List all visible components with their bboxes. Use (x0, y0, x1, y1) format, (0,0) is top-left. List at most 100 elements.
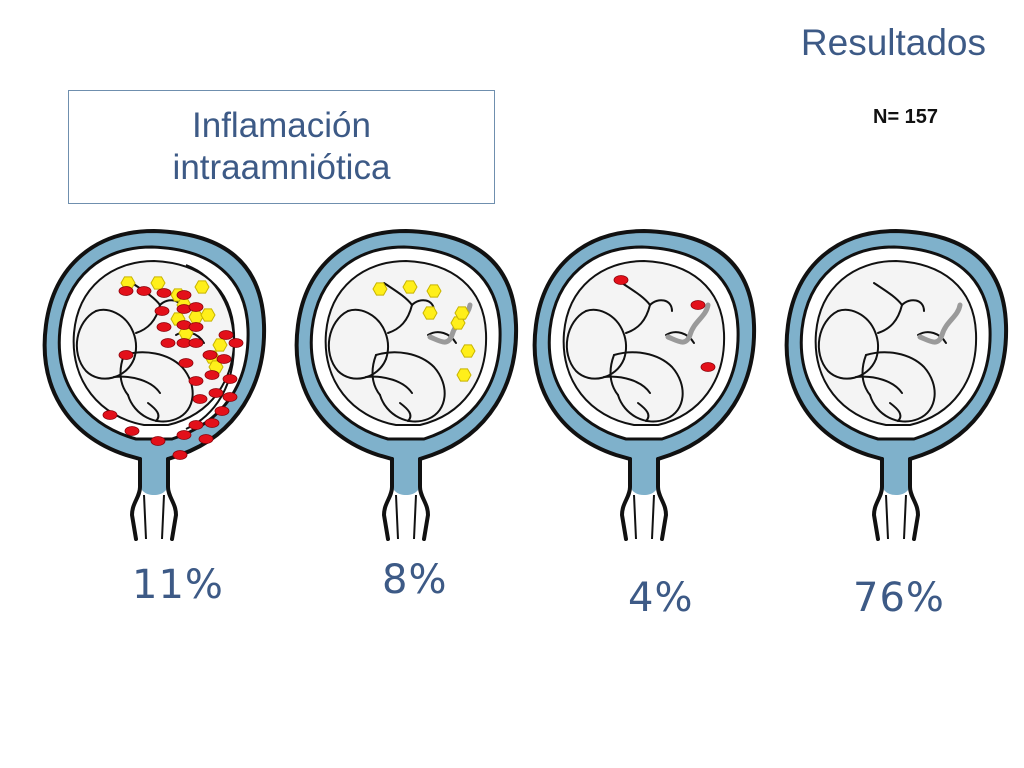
fetus-stroke-7 (365, 375, 413, 394)
fetus-stroke-5 (865, 351, 936, 423)
red-marker-25 (214, 406, 230, 416)
yellow-marker-8 (454, 306, 470, 320)
cervix-outline (871, 457, 921, 541)
cervix-fill (140, 459, 168, 495)
fetus-stroke-4 (625, 304, 651, 334)
uterus-body (532, 229, 757, 541)
cervix-fill (392, 459, 420, 495)
amniotic-sac (562, 259, 726, 426)
amniotic-sac (324, 259, 488, 426)
yellow-marker-2 (402, 280, 418, 294)
red-marker-23 (222, 392, 238, 402)
red-marker-24 (192, 394, 208, 404)
red-marker-14 (218, 330, 234, 340)
red-marker-18 (204, 370, 220, 380)
uterus-body (42, 229, 267, 541)
percent-label-2: 8% (382, 557, 448, 603)
fetus-stroke-4 (877, 304, 903, 334)
slide-heading: Resultados (800, 22, 986, 63)
red-marker-9 (156, 322, 172, 332)
red-marker-29 (198, 434, 214, 444)
fetus-stroke-7 (603, 375, 651, 394)
umbilical-cord (917, 302, 963, 345)
red-marker-17 (178, 358, 194, 368)
yellow-marker-1 (372, 282, 388, 296)
red-marker-2 (136, 286, 152, 296)
red-marker-28 (176, 430, 192, 440)
fetus-stroke-7 (113, 375, 161, 394)
yellow-marker-4 (422, 306, 438, 320)
red-marker-4 (176, 290, 192, 300)
fetus-stroke-5 (375, 351, 446, 423)
uterus-body (294, 229, 519, 541)
red-marker-22 (208, 388, 224, 398)
red-marker-7 (188, 302, 204, 312)
uterus-diagram-3 (532, 229, 757, 541)
sample-size-label: N= 157 (873, 106, 939, 128)
red-marker-10 (188, 322, 204, 332)
fetus-stroke-9 (665, 331, 695, 344)
fetus-stroke-2 (837, 308, 879, 360)
red-marker-27 (188, 420, 204, 430)
cervical-canal (143, 494, 165, 540)
fetus-stroke-8 (147, 402, 160, 422)
fetus-outline (566, 282, 695, 423)
uterus-diagram-1 (42, 229, 267, 541)
yellow-marker-3 (426, 284, 442, 298)
red-marker-2 (690, 300, 706, 310)
title-box: Inflamación intraamniótica (68, 90, 495, 204)
fetus-stroke-2 (585, 308, 627, 360)
amniotic-sac (814, 259, 978, 426)
yellow-marker-2 (150, 276, 166, 290)
fetus-stroke-4 (387, 304, 413, 334)
percent-label-1: 11% (132, 562, 224, 608)
uterus-diagram-2 (294, 229, 519, 541)
yellow-marker-7 (200, 308, 216, 322)
fetus-stroke-1 (328, 310, 387, 380)
fetus-stroke-8 (637, 402, 650, 422)
red-marker-12 (188, 338, 204, 348)
fetus-stroke-2 (347, 308, 389, 360)
fetus-stroke-7 (855, 375, 903, 394)
uterus-diagram-4 (784, 229, 1009, 541)
cervix-fill (630, 459, 658, 495)
fetus-stroke-8 (399, 402, 412, 422)
fetus-stroke-1 (76, 310, 135, 380)
title-line-1: Inflamación (192, 106, 371, 145)
red-marker-1 (613, 275, 629, 285)
red-marker-16 (216, 354, 232, 364)
fetus-outline (818, 282, 947, 423)
red-marker-21 (118, 350, 134, 360)
red-marker-15 (202, 350, 218, 360)
red-marker-13 (160, 338, 176, 348)
fetus-stroke-2 (95, 308, 137, 360)
title-line-2: intraamniótica (172, 148, 391, 187)
fetus-stroke-8 (889, 402, 902, 422)
red-marker-34 (228, 338, 244, 348)
red-marker-31 (124, 426, 140, 436)
cervical-canal (395, 494, 417, 540)
yellow-marker-6 (460, 344, 476, 358)
fetus-stroke-5 (613, 351, 684, 423)
red-marker-30 (102, 410, 118, 420)
fetus-stroke-9 (427, 331, 457, 344)
yellow-marker-10 (212, 338, 228, 352)
umbilical-cord (665, 302, 711, 345)
red-marker-19 (222, 374, 238, 384)
cervix-outline (619, 457, 669, 541)
yellow-marker-7 (456, 368, 472, 382)
red-marker-6 (154, 306, 170, 316)
fetus-stroke-1 (818, 310, 877, 380)
cervical-canal (633, 494, 655, 540)
uterus-body (784, 229, 1009, 541)
fetus-stroke-1 (566, 310, 625, 380)
fetus-outline (328, 282, 457, 423)
red-marker-32 (150, 436, 166, 446)
red-marker-26 (204, 418, 220, 428)
cervical-canal (885, 494, 907, 540)
red-marker-3 (156, 288, 172, 298)
cervix-fill (882, 459, 910, 495)
percent-label-3: 4% (628, 575, 694, 621)
red-marker-1 (118, 286, 134, 296)
yellow-marker-6 (188, 310, 204, 324)
